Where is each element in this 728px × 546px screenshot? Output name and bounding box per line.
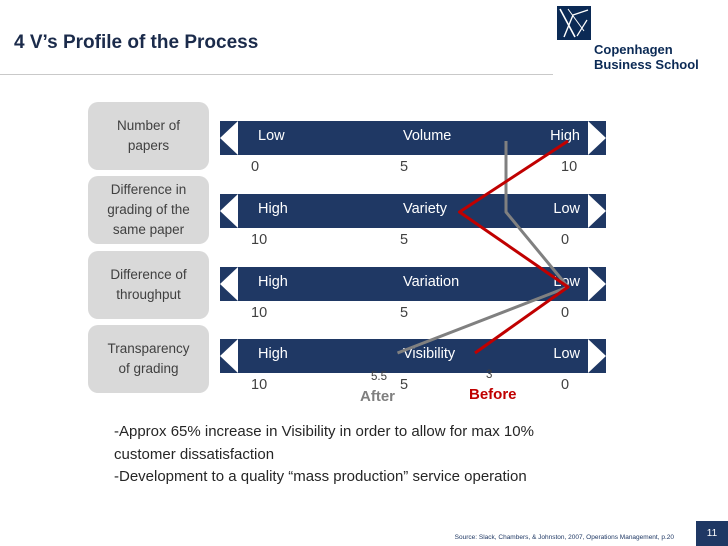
criterion-box: Difference in grading of the same paper xyxy=(88,176,209,244)
dimension-name: Variation xyxy=(403,274,460,290)
profile-line-after xyxy=(396,141,570,355)
scale-tick: 0 xyxy=(251,159,260,175)
dimension-name: Visibility xyxy=(403,346,456,362)
criterion-label: Difference of throughput xyxy=(110,267,187,302)
cbs-logo-text: Copenhagen Business School xyxy=(594,42,726,72)
page-number: 11 xyxy=(696,521,728,546)
double-arrow-icon xyxy=(220,194,606,228)
criterion-label: Transparency of grading xyxy=(107,341,190,376)
double-arrow-icon xyxy=(220,267,606,301)
criterion-label: Number of papers xyxy=(116,118,181,153)
dimension-arrow-variety: High Variety Low xyxy=(220,194,606,228)
scale-tick: 0 xyxy=(561,232,570,248)
series-label-before: Before xyxy=(469,386,517,403)
series-label-after: After xyxy=(360,388,396,405)
scale-tick: 5 xyxy=(400,159,409,175)
dimension-arrow-volume: Low Volume High xyxy=(220,121,606,155)
scale-right-label: Low xyxy=(553,346,580,362)
scale-left-label: High xyxy=(258,346,288,362)
scale-right-label: Low xyxy=(553,201,580,217)
dimension-name: Volume xyxy=(403,128,452,144)
double-arrow-icon xyxy=(220,121,606,155)
before-visibility-value: 3 xyxy=(486,369,493,381)
title-divider xyxy=(0,74,553,75)
notes-text: -Approx 65% increase in Visibility in or… xyxy=(114,421,614,489)
double-arrow-icon xyxy=(220,339,606,373)
cbs-logo-icon xyxy=(557,6,591,40)
scale-left-label: High xyxy=(258,201,288,217)
criterion-box: Difference of throughput xyxy=(88,251,209,319)
criterion-box: Number of papers xyxy=(88,102,209,170)
scale-tick: 5 xyxy=(400,232,409,248)
logo-line-2: Business School xyxy=(594,57,699,72)
scale-left-label: Low xyxy=(258,128,285,144)
scale-tick: 5 xyxy=(400,377,409,393)
logo-line-1: Copenhagen xyxy=(594,42,673,57)
scale-tick: 10 xyxy=(561,159,578,175)
slide-title: 4 V’s Profile of the Process xyxy=(14,32,259,53)
note-line-2: -Development to a quality “mass producti… xyxy=(114,468,527,485)
criterion-label: Difference in grading of the same paper xyxy=(107,182,190,237)
scale-tick: 0 xyxy=(561,377,570,393)
dimension-name: Variety xyxy=(403,201,448,217)
scale-tick: 0 xyxy=(561,305,570,321)
scale-tick: 10 xyxy=(251,305,268,321)
dimension-arrow-variation: High Variation Low xyxy=(220,267,606,301)
scale-right-label: High xyxy=(550,128,580,144)
after-visibility-value: 5.5 xyxy=(371,371,387,383)
profile-line-before xyxy=(458,139,570,355)
scale-tick: 5 xyxy=(400,305,409,321)
scale-left-label: High xyxy=(258,274,288,290)
criterion-box: Transparency of grading xyxy=(88,325,209,393)
dimension-arrow-visibility: High Visibility Low xyxy=(220,339,606,373)
scale-tick: 10 xyxy=(251,232,268,248)
source-citation: Source: Slack, Chambers, & Johnston, 200… xyxy=(454,534,674,541)
scale-tick: 10 xyxy=(251,377,268,393)
note-line-1: -Approx 65% increase in Visibility in or… xyxy=(114,423,534,463)
